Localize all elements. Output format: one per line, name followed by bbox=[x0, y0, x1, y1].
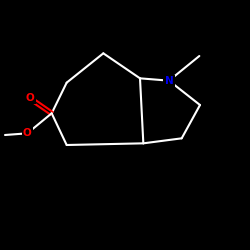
Text: O: O bbox=[26, 93, 34, 103]
Text: N: N bbox=[164, 76, 173, 86]
Text: O: O bbox=[23, 128, 32, 138]
